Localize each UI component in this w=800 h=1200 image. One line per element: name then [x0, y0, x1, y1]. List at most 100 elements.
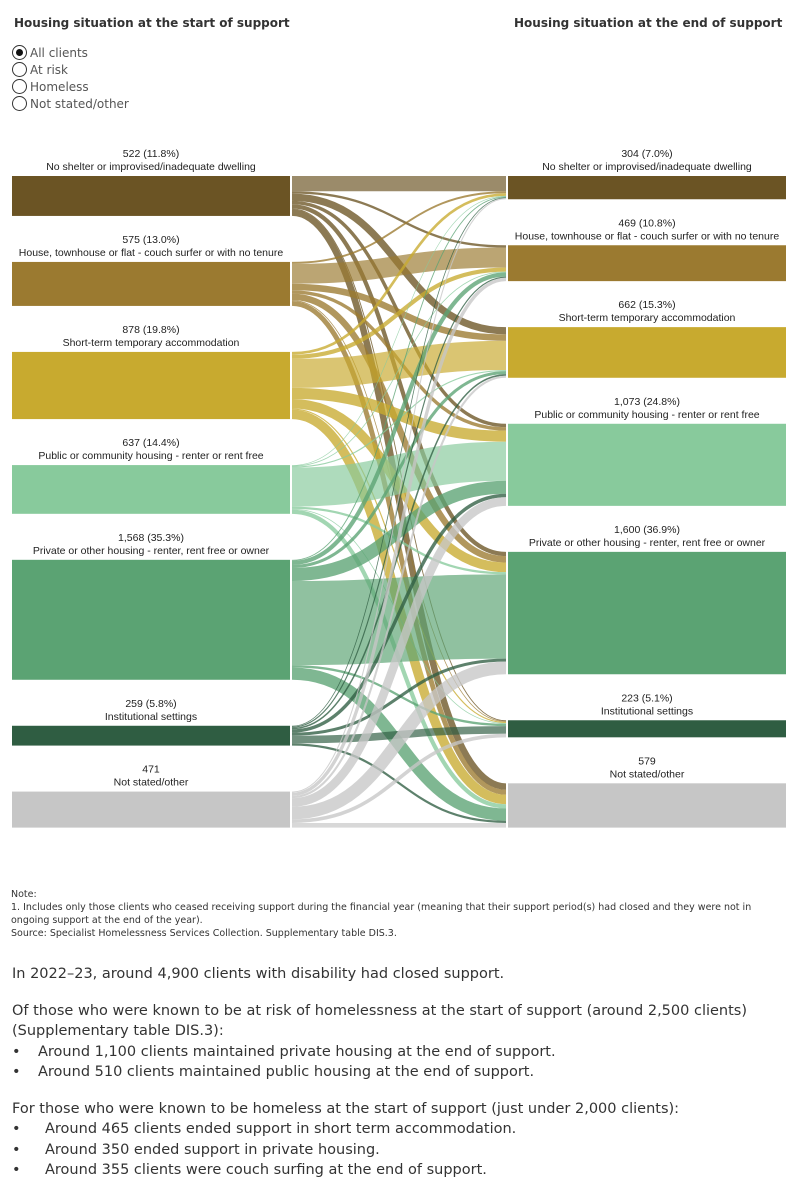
end-node-value-label: 304 (7.0%) [621, 148, 672, 160]
end-node-private[interactable] [508, 551, 786, 675]
list-item-text: Around 350 ended support in private hous… [45, 1141, 380, 1158]
list-item-text: Around 355 clients were couch surfing at… [45, 1162, 487, 1178]
end-node-institutional[interactable] [508, 720, 786, 738]
sankey-flow-short_term-to-couch_surfer[interactable] [291, 267, 507, 359]
sankey-flow-institutional-to-private[interactable] [291, 658, 507, 736]
at-risk-paragraph: Of those who were known to be at risk of… [12, 1002, 748, 1040]
sankey-flow-couch_surfer-to-private[interactable] [291, 293, 507, 563]
start-node-value-label: 522 (11.8%) [123, 148, 179, 160]
end-node-no_shelter[interactable] [508, 176, 786, 200]
end-node-name-label: Not stated/other [610, 768, 685, 780]
end-node-name-label: Institutional settings [601, 705, 693, 717]
list-item-text: Around 465 clients ended support in shor… [45, 1121, 517, 1137]
bullet: • [12, 1043, 21, 1060]
summary-text: In 2022–23, around 4,900 clients with di… [12, 964, 782, 1181]
chart-note: Note: 1. Includes only those clients who… [11, 888, 791, 940]
radio-label: Homeless [30, 79, 89, 94]
sankey-flow-couch_surfer-to-institutional[interactable] [291, 300, 507, 722]
sankey-flow-not_stated-to-public[interactable] [291, 497, 507, 807]
sankey-flow-couch_surfer-to-couch_surfer[interactable] [291, 247, 507, 284]
radio-label: All clients [30, 45, 88, 60]
start-node-value-label: 637 (14.4%) [122, 437, 179, 449]
note-item: 1. Includes only those clients who cease… [11, 902, 752, 926]
homeless-paragraph: For those who were known to be homeless … [12, 1100, 680, 1117]
end-node-value-label: 579 [638, 755, 656, 767]
end-node-couch_surfer[interactable] [508, 245, 786, 282]
start-nodes: 522 (11.8%)No shelter or improvised/inad… [12, 148, 290, 828]
start-node-short_term[interactable] [12, 351, 290, 420]
sankey-flow-not_stated-to-institutional[interactable] [291, 733, 507, 823]
end-support-heading: Housing situation at the end of support [514, 16, 783, 30]
radio-not-stated-other[interactable]: Not stated/other [12, 95, 129, 112]
sankey-flow-institutional-to-not_stated[interactable] [291, 743, 507, 823]
end-node-not_stated[interactable] [508, 783, 786, 828]
start-node-name-label: Institutional settings [105, 711, 197, 723]
start-node-no_shelter[interactable] [12, 176, 290, 216]
sankey-flow-institutional-to-couch_surfer[interactable] [291, 276, 507, 728]
start-node-name-label: House, townhouse or flat - couch surfer … [19, 247, 284, 259]
end-node-name-label: Private or other housing - renter, rent … [529, 537, 766, 549]
end-node-value-label: 1,600 (36.9%) [614, 524, 680, 536]
list-item: • Around 1,100 clients maintained privat… [12, 1042, 782, 1063]
start-node-public[interactable] [12, 465, 290, 514]
list-item: • Around 510 clients maintained public h… [12, 1062, 782, 1083]
sankey-flow-no_shelter-to-not_stated[interactable] [291, 209, 507, 790]
radio-homeless[interactable]: Homeless [12, 78, 129, 95]
radio-all-clients[interactable]: All clients [12, 44, 129, 61]
sankey-flow-not_stated-to-couch_surfer[interactable] [291, 277, 507, 797]
sankey-flow-public-to-public[interactable] [291, 441, 507, 507]
sankey-flow-couch_surfer-to-not_stated[interactable] [291, 300, 507, 795]
sankey-flow-private-to-no_shelter[interactable] [291, 196, 507, 561]
sankey-flow-institutional-to-short_term[interactable] [291, 374, 507, 730]
radio-label: Not stated/other [30, 96, 129, 111]
end-node-value-label: 469 (10.8%) [618, 217, 675, 229]
start-node-value-label: 1,568 (35.3%) [118, 532, 184, 544]
sankey-flow-public-to-no_shelter[interactable] [291, 195, 507, 466]
start-node-not_stated[interactable] [12, 791, 290, 828]
sankey-flow-couch_surfer-to-no_shelter[interactable] [291, 191, 507, 264]
radio-at-risk[interactable]: At risk [12, 61, 129, 78]
radio-empty-icon[interactable] [12, 79, 27, 94]
bullet: • [12, 1064, 21, 1080]
sankey-flow-private-to-private[interactable] [291, 574, 507, 666]
radio-label: At risk [30, 62, 68, 77]
summary-paragraph: In 2022–23, around 4,900 clients with di… [12, 966, 505, 982]
sankey-flow-not_stated-to-short_term[interactable] [291, 375, 507, 799]
sankey-flow-no_shelter-to-couch_surfer[interactable] [291, 191, 507, 248]
sankey-flow-institutional-to-public[interactable] [291, 493, 507, 733]
bullet: • [12, 1162, 21, 1178]
sankey-flow-short_term-to-no_shelter[interactable] [291, 193, 507, 355]
start-node-private[interactable] [12, 559, 290, 680]
sankey-chart: 522 (11.8%) No shelter or improvised/inad… [12, 148, 786, 828]
radio-empty-icon[interactable] [12, 96, 27, 111]
list-item-text: Around 510 clients maintained public hou… [38, 1064, 535, 1080]
start-node-institutional[interactable] [12, 725, 290, 746]
note-heading: Note: [11, 889, 37, 900]
start-node-couch_surfer[interactable] [12, 261, 290, 306]
end-node-name-label: Short-term temporary accommodation [559, 312, 736, 324]
start-node-name-label: Short-term temporary accommodation [63, 337, 240, 349]
sankey-flow-short_term-to-institutional[interactable] [291, 408, 507, 724]
radio-selected-icon[interactable] [12, 45, 27, 60]
sankey-flow-private-to-couch_surfer[interactable] [291, 272, 507, 565]
sankey-flow-institutional-to-no_shelter[interactable] [291, 197, 507, 727]
end-node-value-label: 662 (15.3%) [618, 299, 675, 311]
end-node-short_term[interactable] [508, 327, 786, 378]
radio-empty-icon[interactable] [12, 62, 27, 77]
sankey-flow-not_stated-to-no_shelter[interactable] [291, 198, 507, 793]
end-node-name-label: Public or community housing - renter or … [534, 409, 759, 421]
start-node-value-label: 259 (5.8%) [125, 698, 176, 710]
end-node-name-label: No shelter or improvised/inadequate dwel… [542, 161, 752, 173]
end-node-public[interactable] [508, 423, 786, 506]
sankey-flow-short_term-to-short_term[interactable] [291, 340, 507, 388]
sankey-flow-not_stated-to-private[interactable] [291, 661, 507, 820]
end-node-value-label: 1,073 (24.8%) [614, 396, 680, 408]
start-node-name-label: Private or other housing - renter, rent … [33, 545, 270, 557]
sankey-flow-private-to-short_term[interactable] [291, 371, 507, 569]
client-filter-radio-group: All clients At risk Homeless Not stated/… [12, 44, 129, 112]
sankey-flow-public-to-couch_surfer[interactable] [291, 271, 507, 467]
bullet: • [12, 1121, 21, 1137]
list-item: • Around 350 ended support in private ho… [12, 1140, 782, 1161]
start-node-value-label: 575 (13.0%) [122, 234, 179, 246]
list-item: • Around 355 clients were couch surfing … [12, 1160, 782, 1181]
